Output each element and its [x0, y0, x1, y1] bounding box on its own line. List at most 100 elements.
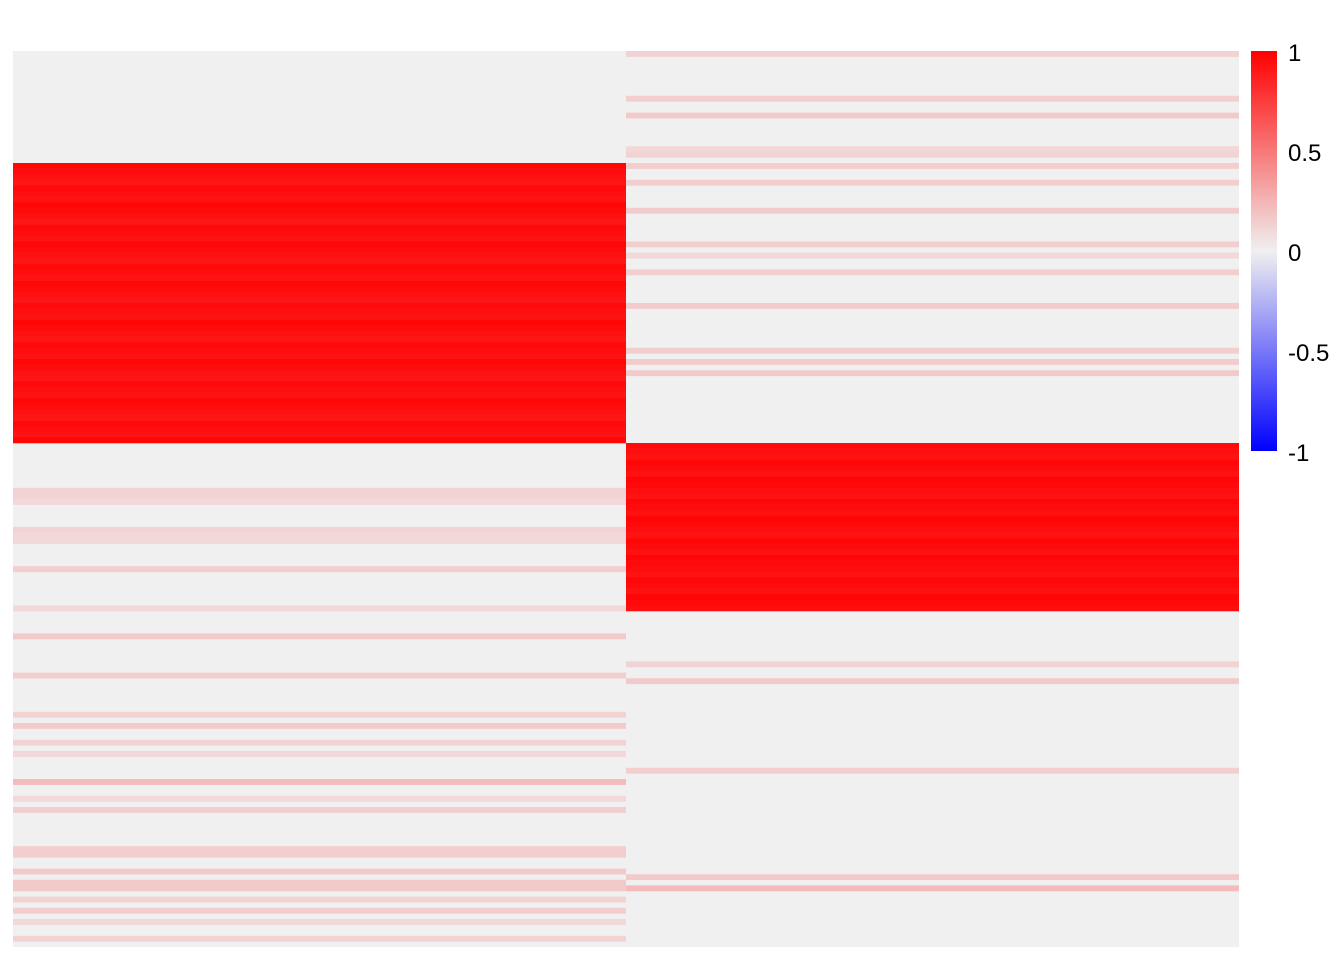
heatmap-cell [13, 907, 626, 914]
heatmap-cell [626, 207, 1239, 214]
heatmap-cell [626, 112, 1239, 119]
heatmap-cell [626, 767, 1239, 774]
heatmap-cell [13, 247, 626, 253]
heatmap-cell [13, 487, 626, 494]
heatmap-cell [13, 879, 626, 886]
heatmap-cell [626, 269, 1239, 276]
heatmap-cell [13, 387, 626, 393]
heatmap-cell [626, 874, 1239, 881]
heatmap-cell [13, 174, 626, 181]
heatmap-cell [626, 515, 1239, 522]
heatmap-cell [13, 280, 626, 287]
heatmap-cell [13, 241, 626, 248]
heatmap-cell [13, 325, 626, 332]
heatmap-cell [626, 163, 1239, 169]
heatmap-cell [626, 543, 1239, 550]
heatmap-cell [13, 370, 626, 377]
heatmap-body [13, 51, 1239, 947]
heatmap-cell [13, 846, 626, 853]
heatmap-cell [626, 95, 1239, 102]
heatmap-cell [626, 588, 1239, 595]
heatmap-cell [13, 426, 626, 433]
heatmap-cell [13, 263, 626, 270]
heatmap-cell [626, 599, 1239, 606]
heatmap-cell [13, 896, 626, 903]
heatmap-cell [626, 448, 1239, 455]
heatmap-cell [13, 538, 626, 545]
heatmap-cell [13, 258, 626, 265]
heatmap-cell [13, 375, 626, 382]
colorbar: 1 0.5 0 -0.5 -1 [1251, 40, 1329, 467]
heatmap-cell [13, 359, 626, 365]
heatmap-cell [626, 504, 1239, 511]
heatmap-cell [13, 219, 626, 225]
heatmap-cell [626, 499, 1239, 505]
heatmap-cell [13, 252, 626, 259]
heatmap-cell [626, 241, 1239, 248]
heatmap-cell [13, 230, 626, 237]
heatmap-cell [13, 286, 626, 293]
heatmap-cell [13, 851, 626, 858]
heatmap-cell [13, 403, 626, 410]
heatmap-cell [13, 532, 626, 539]
colorbar-tick-label: 0 [1288, 240, 1301, 267]
heatmap-cell [626, 252, 1239, 259]
heatmap-cell [626, 482, 1239, 489]
heatmap-cell [13, 353, 626, 360]
heatmap-cell [13, 499, 626, 505]
heatmap-cell [13, 347, 626, 354]
heatmap-cell [13, 398, 626, 405]
heatmap-cell [13, 207, 626, 214]
heatmap-cell [13, 935, 626, 942]
heatmap-cell [13, 672, 626, 679]
heatmap-cell [626, 465, 1239, 472]
heatmap-cell [13, 303, 626, 309]
heatmap-cell [13, 919, 626, 925]
colorbar-gradient [1251, 51, 1277, 451]
heatmap-cell [13, 319, 626, 326]
heatmap-cell [626, 885, 1239, 892]
heatmap-cell [13, 185, 626, 192]
heatmap-cell [13, 297, 626, 304]
heatmap-cell [626, 471, 1239, 477]
heatmap-cell [13, 291, 626, 298]
heatmap-cell [626, 527, 1239, 533]
heatmap-cell [626, 146, 1239, 153]
heatmap-cell [626, 510, 1239, 517]
heatmap-cell [13, 308, 626, 315]
heatmap-cell [626, 555, 1239, 561]
heatmap-cell [626, 493, 1239, 500]
heatmap-cell [626, 476, 1239, 483]
heatmap-cell [626, 443, 1239, 449]
heatmap-cell [626, 583, 1239, 589]
heatmap-cell [626, 51, 1239, 57]
heatmap-cell [13, 605, 626, 612]
heatmap-cell [626, 532, 1239, 539]
heatmap-cell [13, 191, 626, 197]
colorbar-tick-label: -0.5 [1288, 340, 1329, 367]
heatmap-cell [13, 235, 626, 242]
heatmap-cell [13, 336, 626, 343]
heatmap-cell [13, 633, 626, 640]
heatmap-cell [13, 224, 626, 231]
heatmap-cell [13, 739, 626, 746]
heatmap-cell [626, 303, 1239, 309]
colorbar-tick-label: 1 [1288, 40, 1301, 67]
heatmap-cell [13, 163, 626, 169]
heatmap-cell [626, 359, 1239, 365]
heatmap-cell [13, 275, 626, 281]
heatmap-cell [13, 868, 626, 875]
heatmap-cell [626, 487, 1239, 494]
heatmap-cell [13, 202, 626, 209]
heatmap-cell [13, 331, 626, 337]
heatmap-cell [626, 151, 1239, 158]
heatmap-cell [13, 168, 626, 175]
heatmap-cell [626, 347, 1239, 354]
heatmap-cell [626, 454, 1239, 461]
heatmap-cell [626, 521, 1239, 528]
heatmap-cell [13, 381, 626, 388]
heatmap-cell [626, 538, 1239, 545]
heatmap-cell [13, 420, 626, 427]
heatmap-cell [13, 711, 626, 718]
